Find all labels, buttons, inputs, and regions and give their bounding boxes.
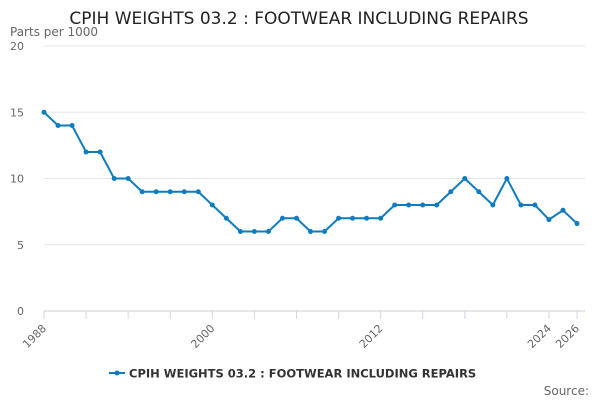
data-point[interactable] bbox=[308, 229, 313, 234]
data-point[interactable] bbox=[476, 189, 482, 195]
data-point[interactable] bbox=[378, 215, 384, 221]
data-point[interactable] bbox=[546, 217, 552, 223]
data-point[interactable] bbox=[83, 149, 89, 155]
data-point[interactable] bbox=[560, 207, 566, 213]
data-point[interactable] bbox=[167, 189, 173, 195]
data-point[interactable] bbox=[69, 123, 75, 128]
y-tick-label: 0 bbox=[17, 305, 24, 318]
data-point[interactable] bbox=[434, 202, 440, 208]
x-tick-label: 2024 bbox=[525, 322, 554, 351]
data-point[interactable] bbox=[420, 202, 426, 208]
x-tick-label: 2012 bbox=[357, 322, 386, 351]
y-tick-label: 15 bbox=[10, 106, 24, 119]
chart-title: CPIH WEIGHTS 03.2 : FOOTWEAR INCLUDING R… bbox=[69, 9, 528, 29]
data-point[interactable] bbox=[209, 202, 215, 208]
legend[interactable]: CPIH WEIGHTS 03.2 : FOOTWEAR INCLUDING R… bbox=[109, 367, 476, 381]
x-tick-label: 1988 bbox=[20, 322, 49, 351]
data-point[interactable] bbox=[504, 176, 510, 181]
data-point[interactable] bbox=[223, 215, 229, 221]
data-point[interactable] bbox=[350, 215, 356, 221]
data-point[interactable] bbox=[111, 176, 117, 181]
data-point[interactable] bbox=[195, 189, 201, 195]
x-tick-label: 2026 bbox=[553, 322, 582, 351]
data-point[interactable] bbox=[364, 215, 370, 221]
series-line bbox=[43, 111, 578, 233]
y-tick-label: 10 bbox=[10, 173, 24, 186]
y-axis-label: Parts per 1000 bbox=[10, 25, 98, 39]
data-point[interactable] bbox=[265, 229, 271, 234]
data-point[interactable] bbox=[279, 215, 285, 221]
data-point[interactable] bbox=[41, 109, 47, 115]
data-point[interactable] bbox=[532, 202, 538, 208]
data-point[interactable] bbox=[574, 221, 580, 227]
data-point[interactable] bbox=[139, 189, 145, 195]
data-point[interactable] bbox=[153, 189, 159, 195]
data-point[interactable] bbox=[448, 189, 454, 195]
source-label: Source: bbox=[544, 384, 589, 398]
data-point[interactable] bbox=[55, 123, 61, 128]
data-point[interactable] bbox=[518, 202, 524, 208]
data-point[interactable] bbox=[181, 189, 187, 195]
data-point[interactable] bbox=[293, 215, 299, 221]
data-point[interactable] bbox=[490, 202, 496, 208]
y-tick-label: 5 bbox=[17, 239, 24, 252]
data-point[interactable] bbox=[392, 202, 398, 208]
x-tick-label: 2000 bbox=[188, 322, 217, 351]
data-point[interactable] bbox=[462, 176, 468, 181]
data-point[interactable] bbox=[125, 176, 131, 181]
data-point[interactable] bbox=[251, 229, 257, 234]
y-tick-label: 20 bbox=[10, 40, 24, 53]
data-point[interactable] bbox=[97, 149, 103, 155]
data-point[interactable] bbox=[237, 229, 243, 234]
legend-point-marker bbox=[114, 370, 120, 376]
legend-label: CPIH WEIGHTS 03.2 : FOOTWEAR INCLUDING R… bbox=[129, 367, 476, 381]
data-point[interactable] bbox=[322, 229, 328, 234]
data-point[interactable] bbox=[336, 215, 342, 221]
data-point[interactable] bbox=[406, 202, 412, 208]
